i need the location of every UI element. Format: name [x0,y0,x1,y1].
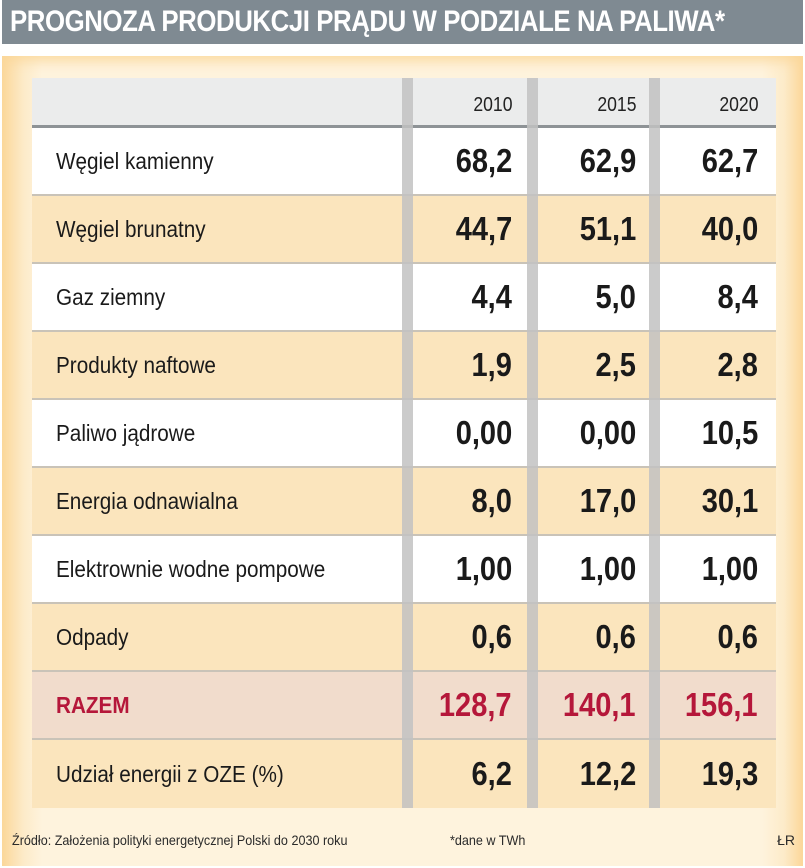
cell-value-2020: 8,4 [717,278,758,315]
row-label: RAZEM [56,691,130,718]
cell-value-2020: 40,0 [701,210,758,247]
table-panel: 2010 2015 2020 Węgiel kamienny 68,2 62,9 62… [2,56,803,866]
cell-value-2020: 1,00 [701,550,758,587]
cell-value-2010: 68,2 [455,142,512,179]
column-header-2015: 2015 [596,94,636,116]
row-label: Odpady [56,623,129,650]
cell-value-2015: 1,00 [579,550,636,587]
cell-value-2020: 10,5 [701,414,758,451]
cell-value-2015: 17,0 [579,482,636,519]
cell-value-2015: 12,2 [579,755,636,792]
cell-value-2010: 0,6 [471,618,512,655]
cell-value-2020: 19,3 [701,755,758,792]
footer: Źródło: Założenia polityki energetycznej… [12,832,797,852]
title-text: PROGNOZA PRODUKCJI PRĄDU W PODZIALE NA P… [10,5,725,38]
cell-value-2020: 62,7 [701,142,758,179]
cell-value-2020: 30,1 [701,482,758,519]
cell-value-2020: 156,1 [685,686,758,723]
cell-value-2010: 1,00 [455,550,512,587]
cell-value-2015: 62,9 [579,142,636,179]
row-label: Węgiel kamienny [56,147,214,174]
cell-value-2010: 6,2 [471,755,512,792]
cell-value-2010: 0,00 [455,414,512,451]
column-header-2010: 2010 [472,94,512,116]
row-label: Węgiel brunatny [56,215,206,242]
data-table: 2010 2015 2020 Węgiel kamienny 68,2 62,9 62… [32,78,776,808]
cell-value-2010: 4,4 [471,278,512,315]
cell-value-2010: 1,9 [471,346,512,383]
cell-value-2010: 8,0 [471,482,512,519]
cell-value-2015: 51,1 [579,210,636,247]
row-label: Paliwo jądrowe [56,419,196,446]
row-label: Energia odnawialna [56,487,238,514]
row-label: Udział energii z OZE (%) [56,760,284,787]
column-separator [649,78,660,808]
source-note: Źródło: Założenia polityki energetycznej… [12,832,348,848]
cell-value-2015: 2,5 [595,346,636,383]
column-separator [527,78,538,808]
column-separator [402,78,413,808]
cell-value-2010: 128,7 [439,686,512,723]
cell-value-2015: 0,00 [579,414,636,451]
unit-note: *dane w TWh [450,832,526,848]
cell-value-2020: 0,6 [717,618,758,655]
cell-value-2020: 2,8 [717,346,758,383]
cell-value-2015: 140,1 [563,686,636,723]
author-initials: ŁR [777,832,795,848]
row-label: Produkty naftowe [56,351,216,378]
cell-value-2010: 44,7 [455,210,512,247]
cell-value-2015: 0,6 [595,618,636,655]
row-label: Gaz ziemny [56,283,166,310]
page-title: PROGNOZA PRODUKCJI PRĄDU W PODZIALE NA P… [2,0,803,44]
column-header-2020: 2020 [718,94,758,116]
row-label: Elektrownie wodne pompowe [56,555,326,582]
cell-value-2015: 5,0 [595,278,636,315]
